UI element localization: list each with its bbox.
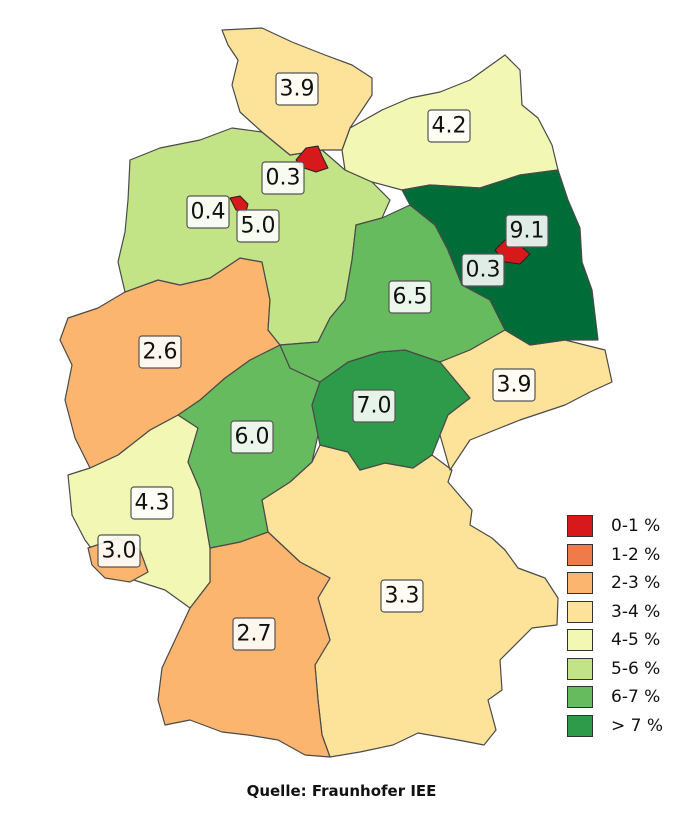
legend-swatch: [567, 657, 593, 680]
label-hh: 0.3: [261, 161, 305, 195]
label-st: 6.5: [388, 280, 432, 314]
svg-text:2.6: 2.6: [143, 340, 178, 365]
label-he: 6.0: [230, 420, 274, 454]
label-by: 3.3: [380, 579, 424, 613]
legend-swatch: [567, 543, 593, 566]
legend-item: > 7 %: [567, 712, 663, 741]
legend-item: 2-3 %: [567, 569, 663, 598]
legend-item: 4-5 %: [567, 626, 663, 655]
legend-label: 2-3 %: [611, 573, 661, 594]
label-ni: 5.0: [236, 209, 280, 243]
svg-text:3.0: 3.0: [102, 539, 137, 564]
svg-text:0.3: 0.3: [266, 166, 301, 191]
label-nw: 2.6: [138, 335, 182, 369]
legend-label: 0-1 %: [611, 516, 661, 537]
svg-text:3.9: 3.9: [280, 77, 315, 102]
svg-text:6.5: 6.5: [393, 285, 428, 310]
legend-label: 6-7 %: [611, 687, 661, 708]
svg-text:4.3: 4.3: [135, 491, 170, 516]
source-caption: Quelle: Fraunhofer IEE: [246, 782, 437, 800]
legend-swatch: [567, 629, 593, 652]
label-rp: 4.3: [130, 486, 174, 520]
label-sn: 3.9: [492, 368, 536, 402]
legend-label: 5-6 %: [611, 658, 661, 679]
legend-item: 1-2 %: [567, 541, 663, 570]
svg-text:9.1: 9.1: [510, 219, 545, 244]
legend-swatch: [567, 572, 593, 595]
label-bb: 9.1: [505, 214, 549, 248]
svg-text:0.4: 0.4: [191, 200, 226, 225]
label-sh: 3.9: [275, 72, 319, 106]
svg-text:6.0: 6.0: [235, 425, 270, 450]
legend-label: 1-2 %: [611, 544, 661, 565]
legend-swatch: [567, 600, 593, 623]
legend-label: 3-4 %: [611, 601, 661, 622]
legend-label: 4-5 %: [611, 630, 661, 651]
label-sl: 3.0: [97, 534, 141, 568]
legend-swatch: [567, 686, 593, 709]
legend: 0-1 % 1-2 % 2-3 % 3-4 % 4-5 % 5-6 % 6-7 …: [567, 512, 663, 740]
region-hb: [229, 195, 249, 213]
label-th: 7.0: [352, 389, 396, 423]
label-hb: 0.4: [186, 195, 230, 229]
svg-text:5.0: 5.0: [241, 214, 276, 239]
svg-text:7.0: 7.0: [357, 394, 392, 419]
svg-text:0.3: 0.3: [466, 258, 501, 283]
legend-item: 6-7 %: [567, 683, 663, 712]
legend-item: 3-4 %: [567, 598, 663, 627]
legend-swatch: [567, 714, 593, 737]
label-bw: 2.7: [232, 617, 276, 651]
label-mv: 4.2: [427, 109, 471, 143]
legend-item: 0-1 %: [567, 512, 663, 541]
legend-swatch: [567, 515, 593, 538]
svg-text:3.3: 3.3: [385, 584, 420, 609]
svg-text:2.7: 2.7: [237, 622, 272, 647]
legend-item: 5-6 %: [567, 655, 663, 684]
svg-text:4.2: 4.2: [432, 114, 467, 139]
label-be: 0.3: [461, 253, 505, 287]
svg-text:3.9: 3.9: [497, 373, 532, 398]
legend-label: > 7 %: [611, 715, 664, 736]
